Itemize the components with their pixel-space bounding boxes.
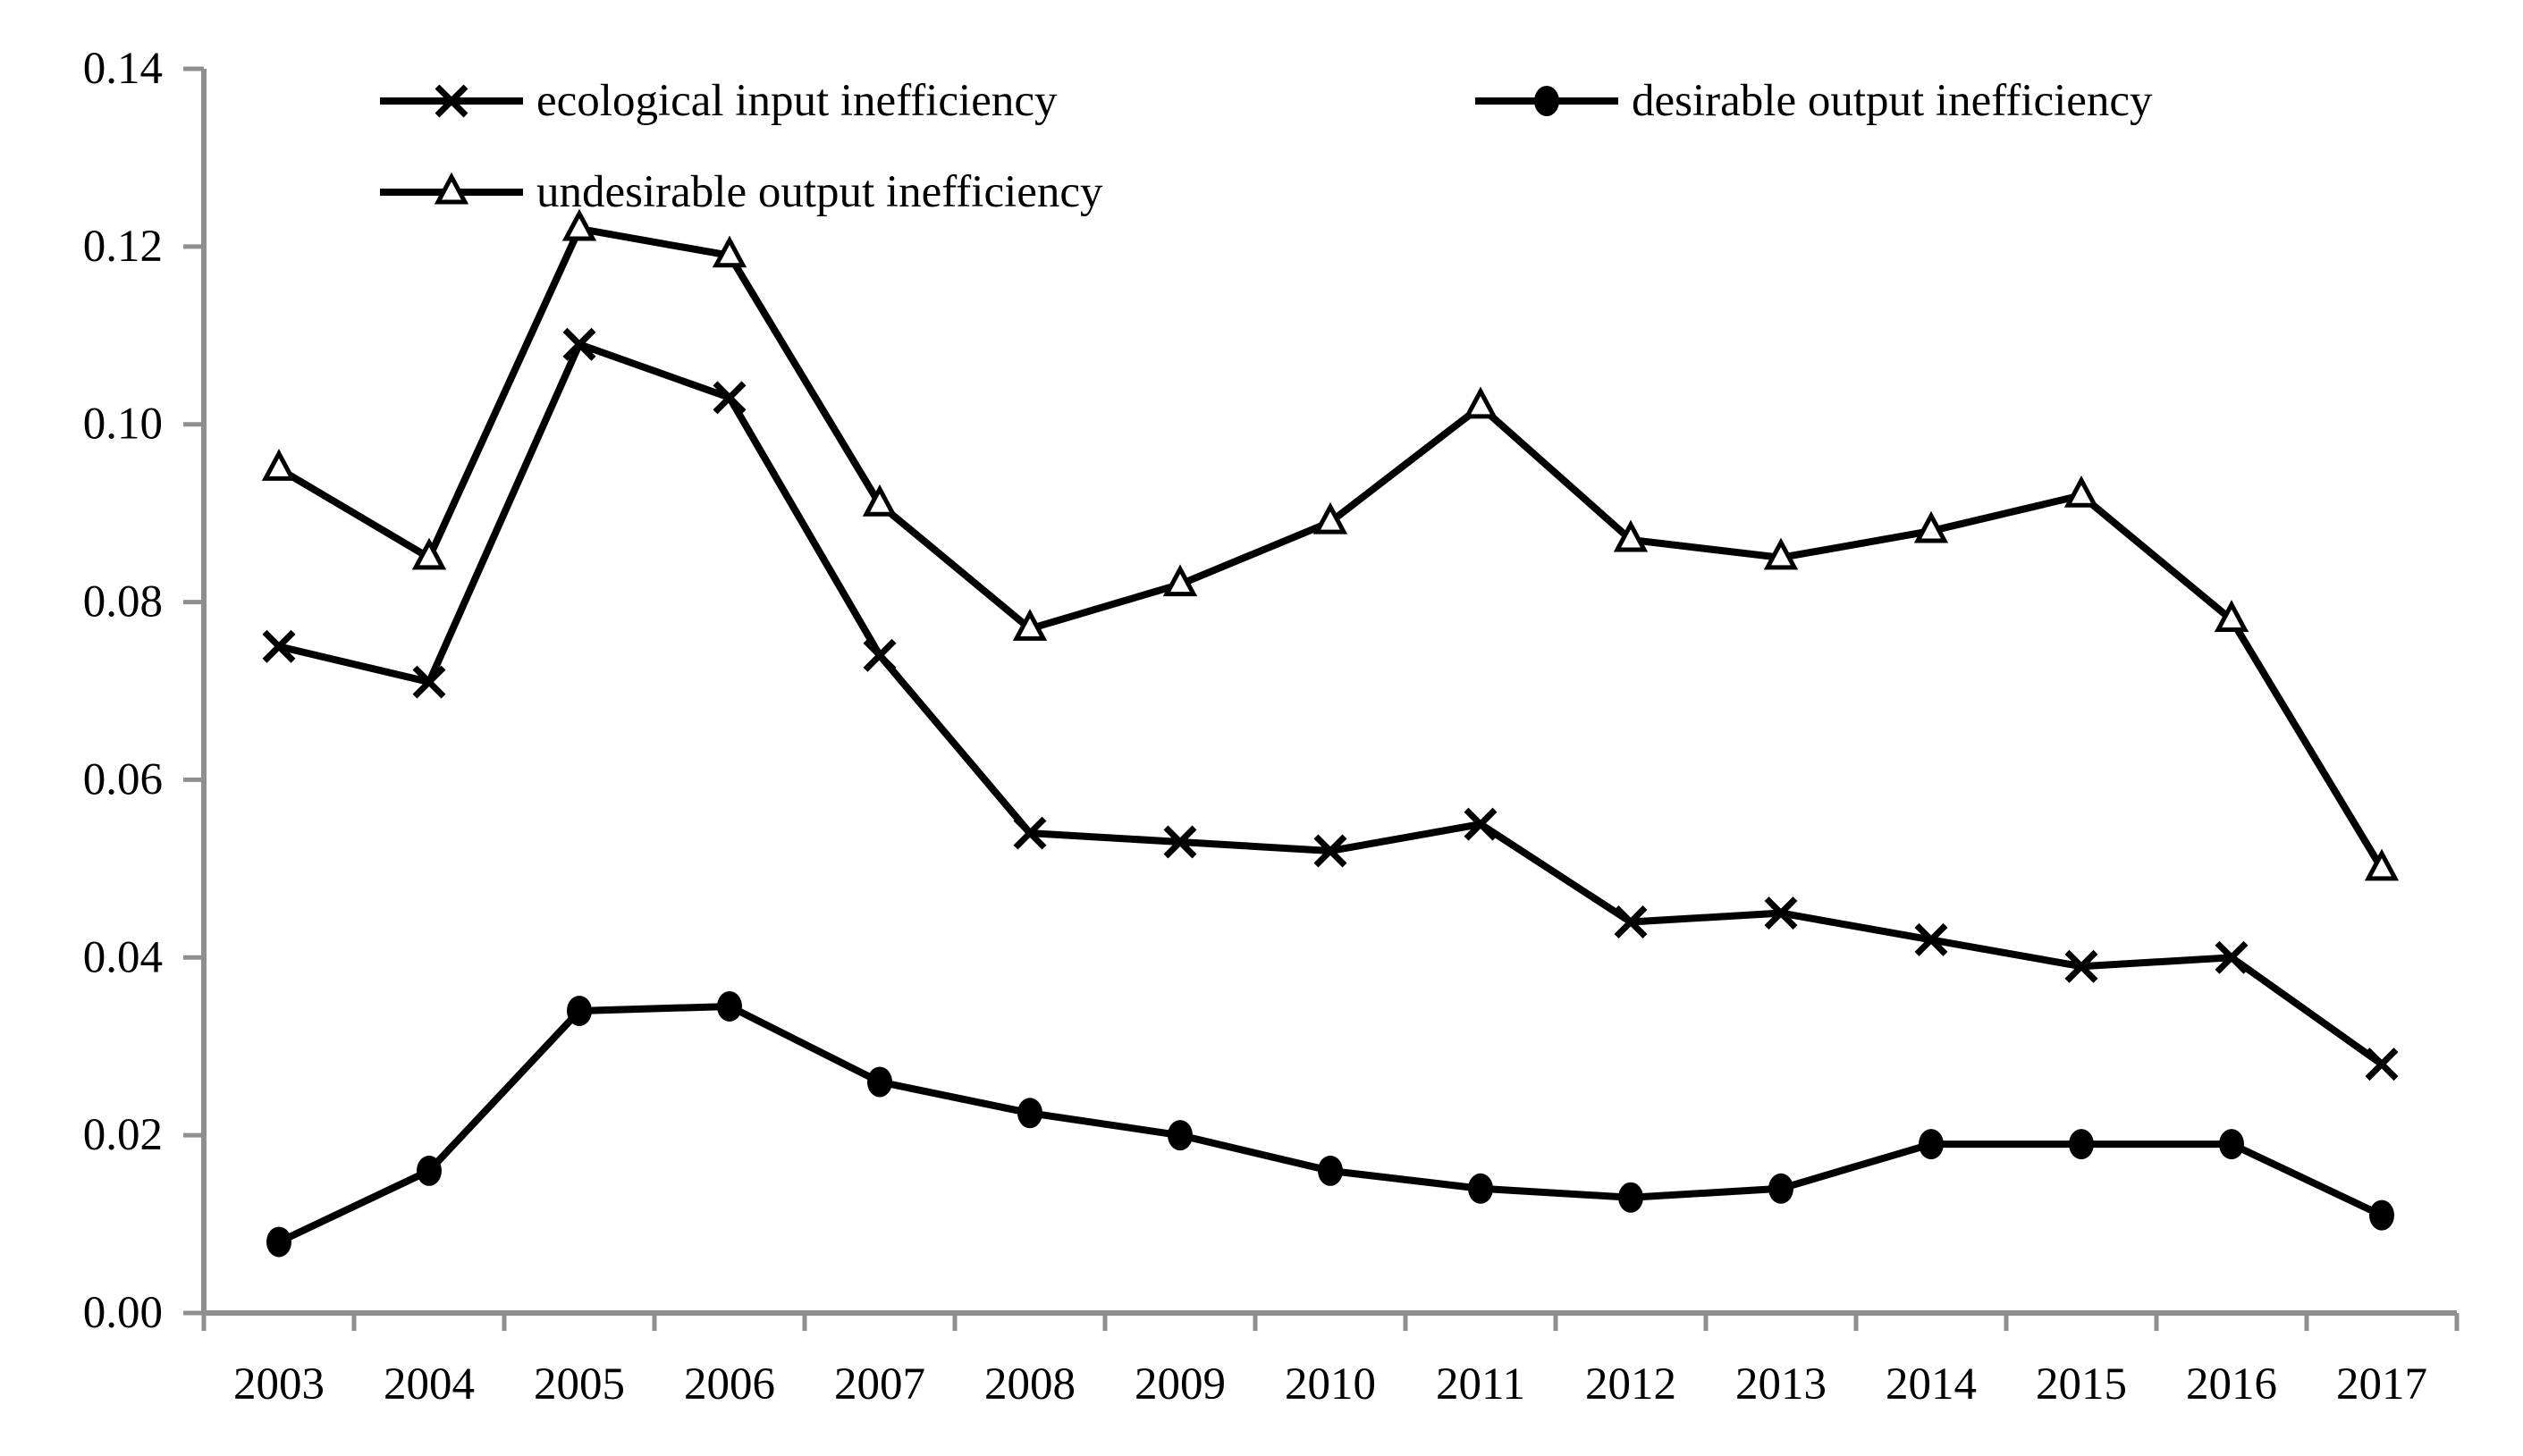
legend-label-desirable: desirable output inefficiency: [1632, 76, 2153, 126]
series-undesirable-output-inefficiency: [261, 208, 2400, 881]
x-cross-marker-icon: [412, 665, 446, 699]
legend-item-desirable-output-inefficiency: desirable output inefficiency: [1475, 76, 2153, 126]
open-triangle-marker-icon: [411, 537, 447, 570]
filled-circle-marker-icon: [417, 1155, 442, 1186]
x-tick-label: 2004: [384, 1359, 475, 1410]
x-tick-label: 2007: [834, 1359, 925, 1410]
open-triangle-marker-icon: [1312, 501, 1348, 534]
open-triangle-marker-icon: [1613, 519, 1649, 552]
filled-circle-marker-icon: [1168, 1120, 1193, 1151]
x-tick-label: 2008: [984, 1359, 1076, 1410]
x-cross-marker-icon: [2215, 940, 2249, 974]
filled-circle-marker-icon: [1618, 1182, 1643, 1213]
open-triangle-marker-icon: [434, 172, 469, 205]
legend-item-ecological-input-inefficiency: ecological input inefficiency: [380, 76, 1058, 126]
x-cross-marker-icon: [1163, 825, 1197, 859]
y-tick-label: 0.04: [83, 932, 163, 982]
x-axis-labels: 2003 2004 2005 2006 2007 2008 2009 2010 2011 2012…: [233, 1359, 2427, 1410]
filled-circle-marker-icon: [2369, 1199, 2394, 1231]
x-cross-marker-icon: [863, 638, 897, 672]
x-tick-label: 2016: [2186, 1359, 2277, 1410]
y-axis-labels: 0.00 0.02 0.04 0.06 0.08 0.10 0.12 0.14: [83, 44, 163, 1338]
filled-circle-marker-icon: [1318, 1155, 1343, 1186]
open-triangle-marker-icon: [2214, 600, 2249, 632]
x-cross-marker-icon: [1764, 896, 1798, 930]
open-triangle-marker-icon: [1463, 386, 1498, 419]
y-tick-label: 0.14: [83, 44, 163, 94]
filled-circle-marker-icon: [2219, 1129, 2244, 1160]
open-triangle-marker-icon: [261, 449, 297, 481]
x-cross-marker-icon: [262, 629, 296, 663]
x-tick-label: 2012: [1585, 1359, 1676, 1410]
filled-circle-marker-icon: [1017, 1098, 1042, 1129]
filled-circle-marker-icon: [1534, 86, 1559, 116]
axes: [201, 69, 2457, 1316]
y-axis-ticks: [183, 66, 204, 1316]
legend-item-undesirable-output-inefficiency: undesirable output inefficiency: [380, 167, 1103, 217]
series-plot-area: [261, 208, 2400, 1258]
x-cross-marker-icon: [2365, 1048, 2399, 1081]
series-ecological-input-inefficiency: [262, 327, 2399, 1081]
x-cross-marker-icon: [1313, 834, 1347, 868]
y-tick-label: 0.08: [83, 577, 163, 627]
y-tick-label: 0.12: [83, 222, 163, 272]
x-tick-label: 2009: [1135, 1359, 1226, 1410]
legend-label-undesirable: undesirable output inefficiency: [536, 167, 1103, 217]
legend-label-ecological: ecological input inefficiency: [536, 76, 1058, 126]
series-line-desirable-output-inefficiency: [277, 1002, 2384, 1246]
filled-circle-marker-icon: [1768, 1173, 1793, 1204]
series-line-ecological-input-inefficiency: [278, 340, 2384, 1067]
x-cross-marker-icon: [1013, 816, 1047, 850]
open-triangle-marker-icon: [2063, 475, 2099, 508]
open-triangle-marker-icon: [1162, 564, 1198, 597]
x-cross-marker-icon: [1464, 807, 1498, 841]
filled-circle-marker-icon: [867, 1066, 892, 1098]
open-triangle-marker-icon: [712, 235, 747, 268]
y-tick-label: 0.00: [83, 1288, 163, 1338]
x-tick-label: 2010: [1285, 1359, 1376, 1410]
open-triangle-marker-icon: [1763, 537, 1799, 570]
x-tick-label: 2014: [1886, 1359, 1977, 1410]
legend: ecological input inefficiency desirable …: [380, 76, 2153, 217]
filled-circle-marker-icon: [2069, 1129, 2094, 1160]
x-cross-marker-icon: [2064, 949, 2098, 983]
series-line-undesirable-output-inefficiency: [276, 224, 2385, 871]
x-tick-label: 2005: [534, 1359, 625, 1410]
x-cross-marker-icon: [1614, 905, 1648, 938]
filled-circle-marker-icon: [717, 990, 742, 1022]
open-triangle-marker-icon: [1913, 510, 1949, 543]
series-desirable-output-inefficiency: [266, 990, 2394, 1258]
x-tick-label: 2006: [684, 1359, 775, 1410]
y-tick-label: 0.10: [83, 400, 163, 450]
x-cross-marker-icon: [435, 84, 468, 118]
open-triangle-marker-icon: [1012, 609, 1048, 641]
filled-circle-marker-icon: [1468, 1173, 1493, 1204]
x-tick-label: 2013: [1735, 1359, 1827, 1410]
x-tick-label: 2017: [2336, 1359, 2427, 1410]
y-tick-label: 0.06: [83, 754, 163, 804]
filled-circle-marker-icon: [266, 1226, 291, 1258]
x-cross-marker-icon: [562, 327, 596, 361]
open-triangle-marker-icon: [2364, 848, 2400, 881]
x-cross-marker-icon: [1914, 922, 1948, 956]
x-tick-label: 2015: [2036, 1359, 2127, 1410]
x-cross-marker-icon: [713, 381, 747, 415]
open-triangle-marker-icon: [561, 208, 597, 241]
y-tick-label: 0.02: [83, 1110, 163, 1160]
x-tick-label: 2011: [1436, 1359, 1525, 1410]
x-tick-label: 2003: [233, 1359, 325, 1410]
filled-circle-marker-icon: [567, 995, 592, 1026]
x-axis-ticks: [201, 1313, 2460, 1331]
filled-circle-marker-icon: [1919, 1129, 1944, 1160]
open-triangle-marker-icon: [862, 484, 898, 517]
